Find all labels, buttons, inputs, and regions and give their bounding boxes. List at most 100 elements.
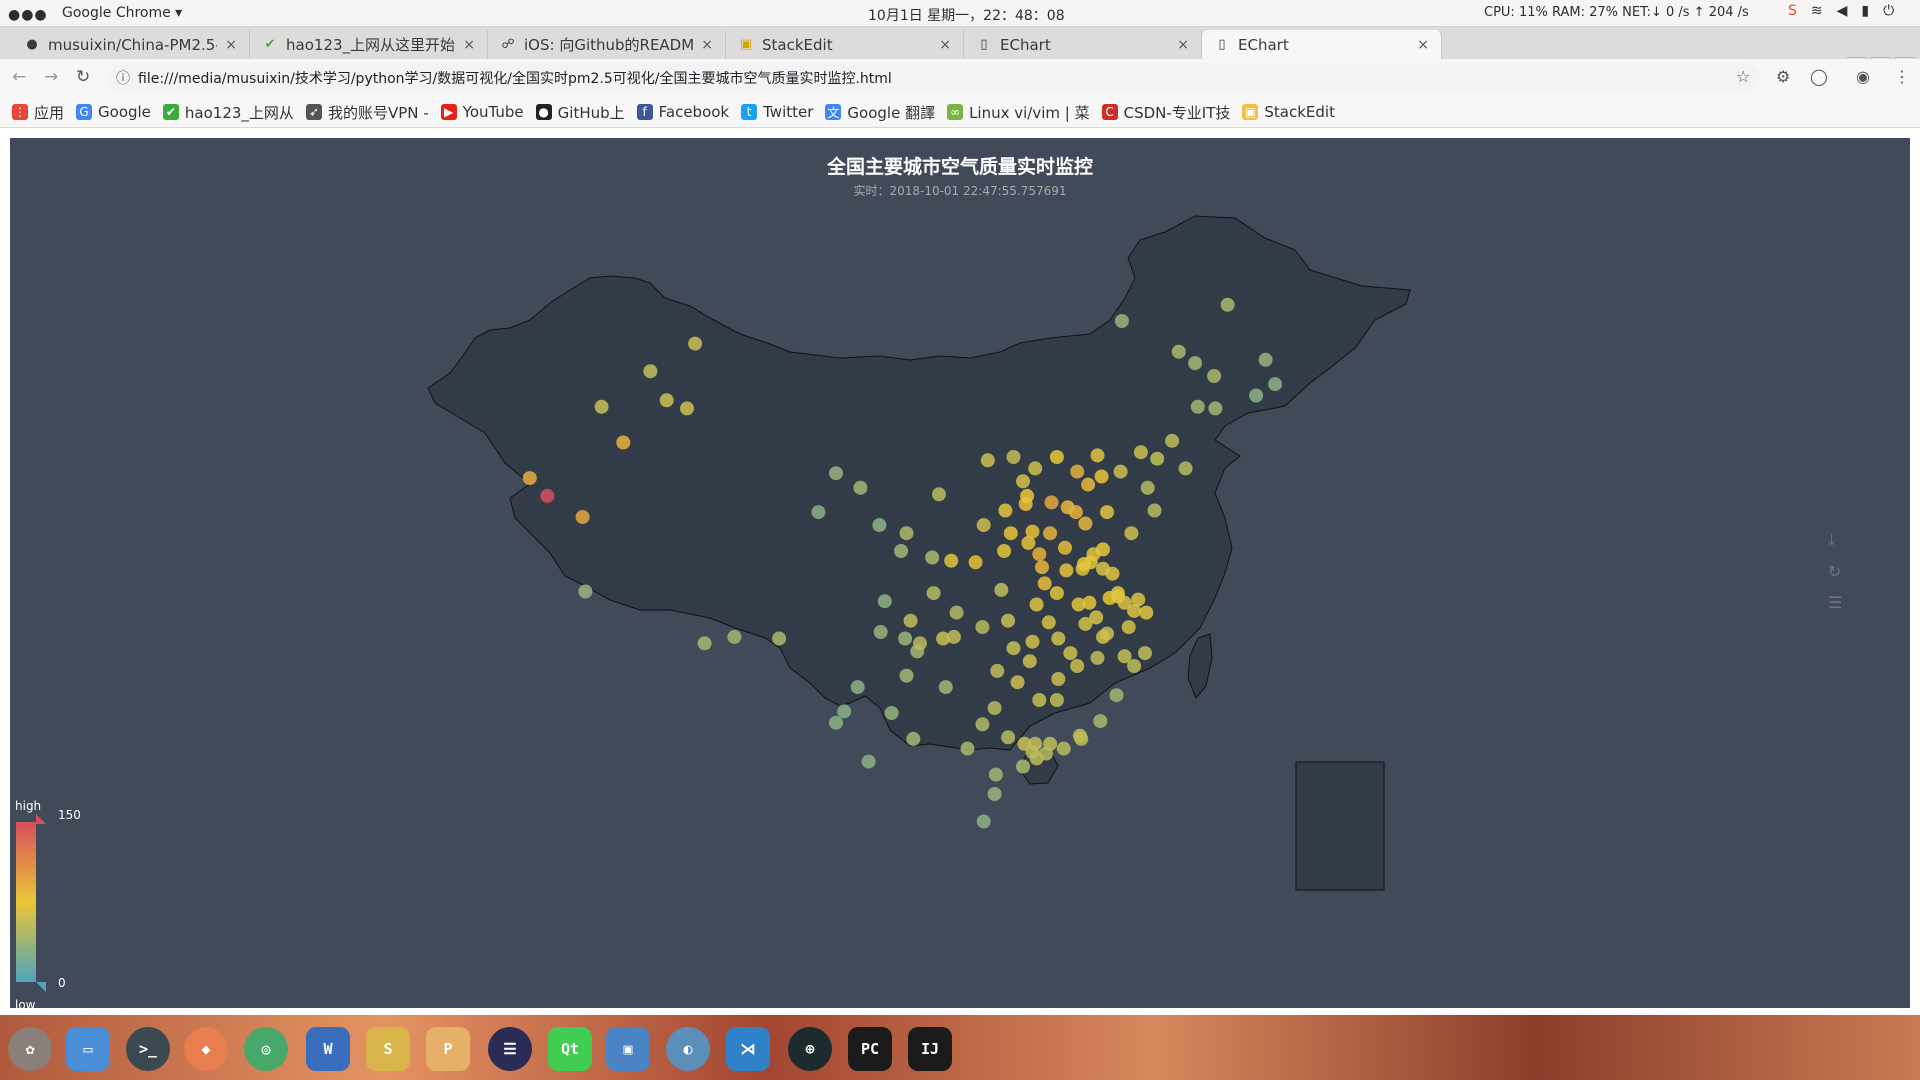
city-aqi-point[interactable] <box>1021 535 1036 550</box>
close-icon[interactable]: × <box>1177 36 1189 53</box>
city-aqi-point[interactable] <box>980 453 995 468</box>
writer-icon[interactable]: W <box>306 1027 350 1071</box>
city-aqi-point[interactable] <box>949 605 964 620</box>
city-aqi-point[interactable] <box>1147 503 1162 518</box>
city-aqi-point[interactable] <box>988 767 1003 782</box>
city-aqi-point[interactable] <box>1207 369 1222 383</box>
city-aqi-point[interactable] <box>1017 736 1032 751</box>
city-aqi-point[interactable] <box>987 701 1002 716</box>
china-map[interactable] <box>10 138 1910 1008</box>
tab-hao123[interactable]: ✔ hao123_上网从这里开始 × <box>250 30 488 59</box>
city-aqi-point[interactable] <box>1249 388 1264 403</box>
bookmark-star-icon[interactable]: ☆ <box>1736 67 1751 86</box>
tab-ios-readme[interactable]: ☍ iOS: 向Github的READM × <box>488 30 726 59</box>
city-aqi-point[interactable] <box>680 401 694 416</box>
city-aqi-point[interactable] <box>884 706 899 720</box>
reload-icon[interactable]: ↻ <box>76 67 91 87</box>
city-aqi-point[interactable] <box>1093 714 1108 729</box>
address-bar[interactable]: ⓘ file:///media/musuixin/技术学习/python学习/数… <box>108 63 1760 93</box>
city-aqi-point[interactable] <box>1082 595 1097 610</box>
vscode-icon[interactable]: ⋊ <box>726 1027 770 1071</box>
gitkraken-icon[interactable]: ⊕ <box>788 1027 832 1071</box>
files-icon[interactable]: ▭ <box>66 1027 110 1071</box>
close-icon[interactable]: × <box>463 36 475 53</box>
bookmark-twitter[interactable]: t Twitter <box>741 103 813 121</box>
city-aqi-point[interactable] <box>1096 542 1110 557</box>
city-aqi-point[interactable] <box>1070 659 1085 673</box>
download-icon[interactable]: ⤓ <box>1828 530 1836 549</box>
city-aqi-point[interactable] <box>987 787 1002 801</box>
profile-icon[interactable]: ◉ <box>1856 67 1870 86</box>
bookmark-hao123[interactable]: ✔ hao123_上网从 <box>162 102 294 123</box>
city-aqi-point[interactable] <box>1029 597 1044 612</box>
city-aqi-point[interactable] <box>1037 576 1052 591</box>
city-aqi-point[interactable] <box>1096 629 1110 644</box>
city-aqi-point[interactable] <box>1089 610 1104 625</box>
close-icon[interactable]: × <box>939 36 951 53</box>
sogou-icon[interactable]: S <box>1788 3 1797 19</box>
qt-creator-icon[interactable]: Qt <box>548 1027 592 1071</box>
close-icon[interactable]: × <box>1417 36 1429 53</box>
foxit-icon[interactable]: ◆ <box>184 1027 228 1071</box>
city-aqi-point[interactable] <box>853 480 868 495</box>
city-aqi-point[interactable] <box>946 629 961 644</box>
city-aqi-point[interactable] <box>1043 526 1058 541</box>
city-aqi-point[interactable] <box>899 526 914 541</box>
city-aqi-point[interactable] <box>926 586 941 601</box>
forward-icon[interactable]: → <box>44 67 59 87</box>
city-aqi-point[interactable] <box>873 625 888 639</box>
city-aqi-point[interactable] <box>872 518 887 533</box>
intellij-icon[interactable]: IJ <box>908 1027 952 1071</box>
data-view-icon[interactable]: ☰ <box>1828 593 1843 612</box>
city-aqi-point[interactable] <box>1139 605 1154 620</box>
city-aqi-point[interactable] <box>1090 448 1105 463</box>
city-aqi-point[interactable] <box>1056 741 1071 756</box>
city-aqi-point[interactable] <box>643 364 658 379</box>
city-aqi-point[interactable] <box>1165 433 1180 448</box>
city-aqi-point[interactable] <box>1044 495 1059 510</box>
city-aqi-point[interactable] <box>811 505 826 520</box>
city-aqi-point[interactable] <box>1025 524 1040 539</box>
city-aqi-point[interactable] <box>1131 592 1146 607</box>
bookmark-google[interactable]: G Google <box>76 103 151 121</box>
clock[interactable]: 10月1日 星期一，22：48：08 <box>868 8 1065 24</box>
tab-stackedit[interactable]: ▣ StackEdit × <box>726 30 964 59</box>
city-aqi-point[interactable] <box>1016 759 1030 774</box>
city-aqi-point[interactable] <box>938 680 953 695</box>
city-aqi-point[interactable] <box>861 754 876 769</box>
city-aqi-point[interactable] <box>522 471 537 486</box>
menu-icon[interactable]: ⋮ <box>1894 67 1910 86</box>
city-aqi-point[interactable] <box>727 629 742 644</box>
city-aqi-point[interactable] <box>990 663 1005 678</box>
city-aqi-point[interactable] <box>1001 730 1016 745</box>
city-aqi-point[interactable] <box>697 636 712 651</box>
bookmark-stackedit[interactable]: ▣ StackEdit <box>1242 103 1335 121</box>
address-url[interactable]: file:///media/musuixin/技术学习/python学习/数据可… <box>138 71 892 87</box>
extension-icon[interactable]: ⚙ <box>1776 67 1791 86</box>
visualmap-lower-handle[interactable] <box>36 982 46 992</box>
city-aqi-point[interactable] <box>1059 563 1074 578</box>
bookmark-linux-vim[interactable]: ∞ Linux vi/vim | 菜 <box>947 102 1090 123</box>
power-icon[interactable]: ⏻ <box>1883 3 1895 19</box>
city-aqi-point[interactable] <box>1127 659 1142 673</box>
visualmap-gradient[interactable] <box>16 822 36 982</box>
city-aqi-point[interactable] <box>899 668 914 683</box>
city-aqi-point[interactable] <box>944 553 959 568</box>
city-aqi-point[interactable] <box>894 544 909 558</box>
city-aqi-point[interactable] <box>936 631 951 646</box>
visualmap-upper-handle[interactable] <box>36 814 46 824</box>
dolphin-icon[interactable]: ◐ <box>666 1027 710 1071</box>
city-aqi-point[interactable] <box>1220 297 1235 312</box>
city-aqi-point[interactable] <box>1113 464 1128 479</box>
city-aqi-point[interactable] <box>1208 401 1223 416</box>
city-aqi-point[interactable] <box>594 399 609 414</box>
city-aqi-point[interactable] <box>1071 597 1086 612</box>
bookmark-csdn[interactable]: C CSDN-专业IT技 <box>1101 102 1230 123</box>
city-aqi-point[interactable] <box>1133 445 1148 460</box>
city-aqi-point[interactable] <box>829 715 843 730</box>
city-aqi-point[interactable] <box>1016 474 1030 489</box>
back-icon[interactable]: ← <box>12 67 27 87</box>
city-aqi-point[interactable] <box>1110 589 1125 604</box>
city-aqi-point[interactable] <box>688 336 703 351</box>
city-aqi-point[interactable] <box>913 636 927 651</box>
